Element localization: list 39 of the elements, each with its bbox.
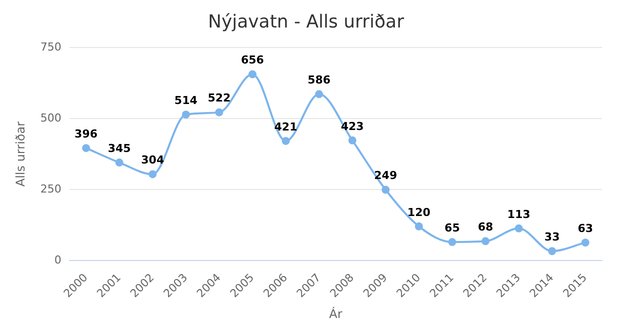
chart-title: Nýjavatn - Alls urriðar bbox=[208, 11, 405, 32]
point bbox=[115, 158, 124, 167]
data-label: 65 bbox=[444, 221, 460, 234]
y-tick-label: 500 bbox=[40, 111, 62, 124]
point bbox=[581, 238, 590, 247]
data-label: 249 bbox=[374, 169, 398, 182]
data-label: 33 bbox=[544, 230, 560, 244]
point bbox=[148, 170, 157, 178]
point bbox=[82, 144, 90, 152]
y-tick-label: 0 bbox=[54, 253, 62, 266]
data-label: 396 bbox=[74, 127, 98, 140]
point bbox=[481, 237, 490, 246]
point bbox=[215, 108, 224, 116]
point bbox=[548, 247, 556, 256]
data-label: 63 bbox=[578, 222, 594, 235]
data-label: 514 bbox=[174, 94, 198, 107]
point bbox=[348, 136, 356, 144]
y-tick-label: 250 bbox=[40, 182, 62, 196]
data-label: 68 bbox=[478, 220, 494, 234]
data-label: 304 bbox=[141, 154, 164, 167]
data-label: 113 bbox=[507, 208, 530, 221]
y-tick-label: 750 bbox=[40, 40, 62, 54]
point bbox=[282, 136, 290, 145]
point bbox=[514, 224, 523, 232]
point bbox=[248, 70, 256, 78]
data-label: 522 bbox=[208, 92, 231, 105]
point bbox=[414, 222, 423, 230]
point bbox=[382, 186, 390, 194]
x-axis-title: Ár bbox=[329, 306, 342, 321]
point bbox=[182, 110, 190, 119]
data-label: 656 bbox=[240, 54, 264, 67]
data-label: 345 bbox=[108, 142, 131, 155]
data-label: 120 bbox=[407, 206, 431, 219]
data-label: 586 bbox=[308, 74, 331, 87]
data-label: 423 bbox=[340, 120, 364, 133]
data-label: 421 bbox=[274, 120, 298, 134]
y-axis-title: Alls urriðar bbox=[13, 121, 28, 187]
point bbox=[315, 90, 324, 98]
point bbox=[448, 238, 456, 246]
